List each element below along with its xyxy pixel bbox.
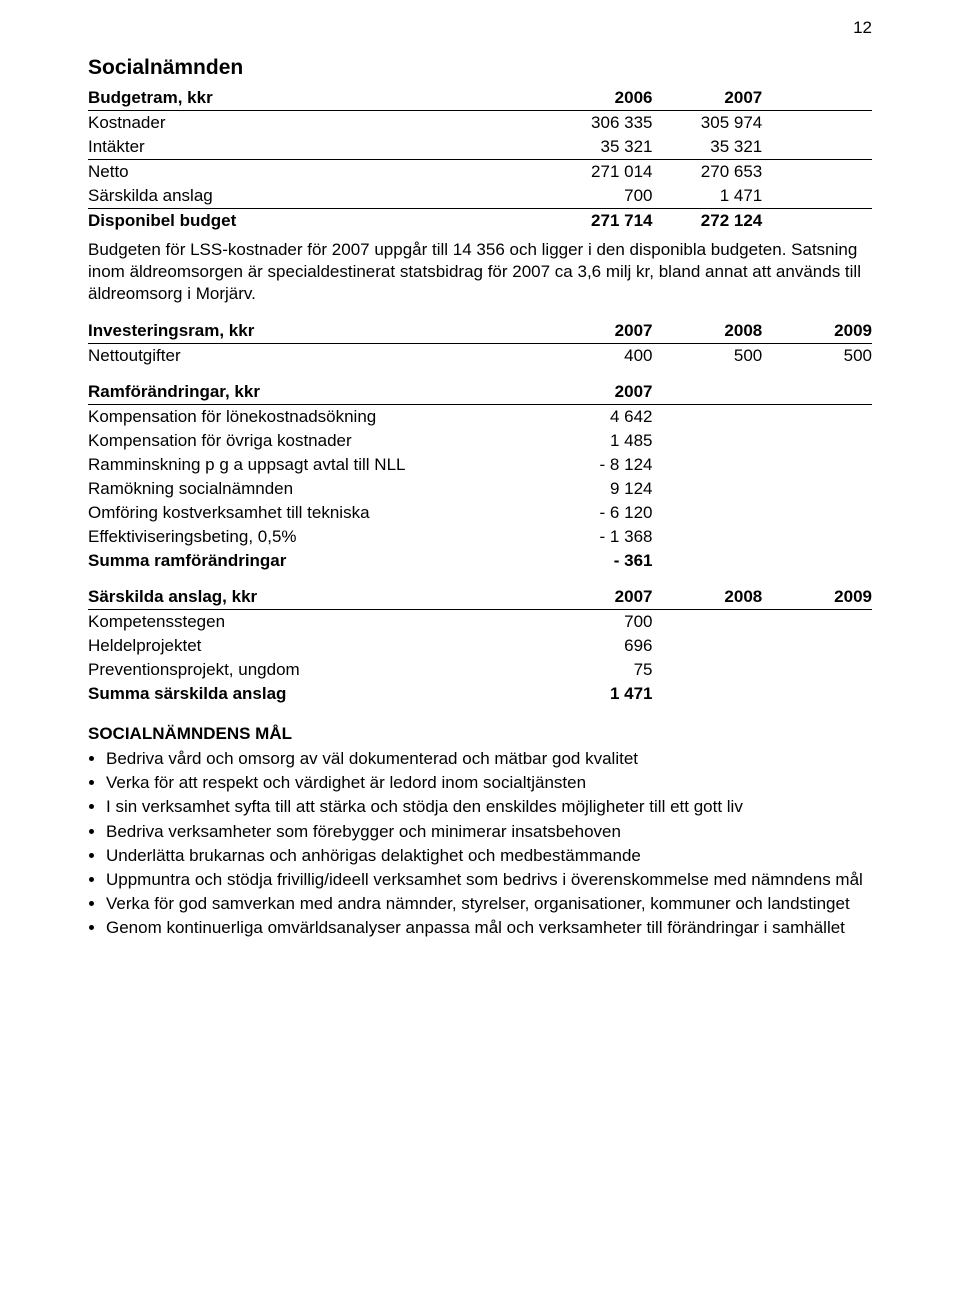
table-cell: 400	[543, 344, 653, 369]
table-cell: - 361	[543, 549, 653, 573]
document-page: 12 Socialnämnden Budgetram, kkr 2006 200…	[0, 0, 960, 1289]
table-cell: 271 714	[543, 209, 653, 234]
table-cell: 272 124	[652, 209, 762, 234]
table-cell: 700	[543, 610, 653, 635]
table-cell: Kompetensstegen	[88, 610, 543, 635]
table-cell: Nettoutgifter	[88, 344, 543, 369]
budgetram-heading: Budgetram, kkr	[88, 86, 543, 111]
table-cell: 500	[762, 344, 872, 369]
table-cell: Summa ramförändringar	[88, 549, 543, 573]
table-cell: 35 321	[652, 135, 762, 160]
table-cell: 1 471	[543, 682, 653, 706]
goals-list: Bedriva vård och omsorg av väl dokumente…	[106, 748, 872, 939]
table-cell: 306 335	[543, 111, 653, 136]
table-cell: 4 642	[543, 405, 653, 430]
list-item: Verka för att respekt och värdighet är l…	[106, 772, 872, 794]
budgetram-table: Budgetram, kkr 2006 2007 Kostnader 306 3…	[88, 86, 872, 233]
table-cell: Kompensation för lönekostnadsökning	[88, 405, 543, 430]
table-cell: Preventionsprojekt, ungdom	[88, 658, 543, 682]
ramforandringar-heading: Ramförändringar, kkr	[88, 380, 543, 405]
table-cell: Särskilda anslag	[88, 184, 543, 209]
list-item: Underlätta brukarnas och anhörigas delak…	[106, 845, 872, 867]
table-cell: Omföring kostverksamhet till tekniska	[88, 501, 543, 525]
ramforandringar-year: 2007	[543, 380, 653, 405]
ramforandringar-table: Ramförändringar, kkr 2007 Kompensation f…	[88, 380, 872, 573]
table-cell: 75	[543, 658, 653, 682]
table-cell: Ramminskning p g a uppsagt avtal till NL…	[88, 453, 543, 477]
table-cell: 305 974	[652, 111, 762, 136]
investeringsram-heading: Investeringsram, kkr	[88, 319, 543, 344]
investeringsram-year-2: 2009	[762, 319, 872, 344]
table-cell: - 6 120	[543, 501, 653, 525]
table-cell: 696	[543, 634, 653, 658]
table-cell: Netto	[88, 160, 543, 185]
table-cell: 1 471	[652, 184, 762, 209]
list-item: Bedriva vård och omsorg av väl dokumente…	[106, 748, 872, 770]
budgetram-year-0: 2006	[543, 86, 653, 111]
section-title: Socialnämnden	[88, 56, 872, 80]
table-cell: 9 124	[543, 477, 653, 501]
list-item: Verka för god samverkan med andra nämnde…	[106, 893, 872, 915]
investeringsram-year-1: 2008	[652, 319, 762, 344]
paragraph-budget-note: Budgeten för LSS-kostnader för 2007 uppg…	[88, 239, 872, 305]
table-cell: Intäkter	[88, 135, 543, 160]
list-item: Uppmuntra och stödja frivillig/ideell ve…	[106, 869, 872, 891]
sarskilda-heading: Särskilda anslag, kkr	[88, 585, 543, 610]
sarskilda-year-1: 2008	[652, 585, 762, 610]
list-item: Genom kontinuerliga omvärldsanalyser anp…	[106, 917, 872, 939]
sarskilda-year-0: 2007	[543, 585, 653, 610]
goals-heading: SOCIALNÄMNDENS MÅL	[88, 724, 872, 744]
table-cell: Summa särskilda anslag	[88, 682, 543, 706]
investeringsram-year-0: 2007	[543, 319, 653, 344]
sarskilda-table: Särskilda anslag, kkr 2007 2008 2009 Kom…	[88, 585, 872, 706]
table-cell: - 8 124	[543, 453, 653, 477]
table-cell: 35 321	[543, 135, 653, 160]
investeringsram-table: Investeringsram, kkr 2007 2008 2009 Nett…	[88, 319, 872, 368]
table-cell: Heldelprojektet	[88, 634, 543, 658]
table-cell: Effektiviseringsbeting, 0,5%	[88, 525, 543, 549]
list-item: I sin verksamhet syfta till att stärka o…	[106, 796, 872, 818]
sarskilda-year-2: 2009	[762, 585, 872, 610]
table-cell: 271 014	[543, 160, 653, 185]
table-cell: - 1 368	[543, 525, 653, 549]
budgetram-year-1: 2007	[652, 86, 762, 111]
table-cell: 1 485	[543, 429, 653, 453]
list-item: Bedriva verksamheter som förebygger och …	[106, 821, 872, 843]
table-cell: 270 653	[652, 160, 762, 185]
table-cell: Ramökning socialnämnden	[88, 477, 543, 501]
table-cell: Kompensation för övriga kostnader	[88, 429, 543, 453]
page-number: 12	[853, 18, 872, 38]
table-cell: 500	[652, 344, 762, 369]
table-cell: Disponibel budget	[88, 209, 543, 234]
table-cell: Kostnader	[88, 111, 543, 136]
table-cell: 700	[543, 184, 653, 209]
